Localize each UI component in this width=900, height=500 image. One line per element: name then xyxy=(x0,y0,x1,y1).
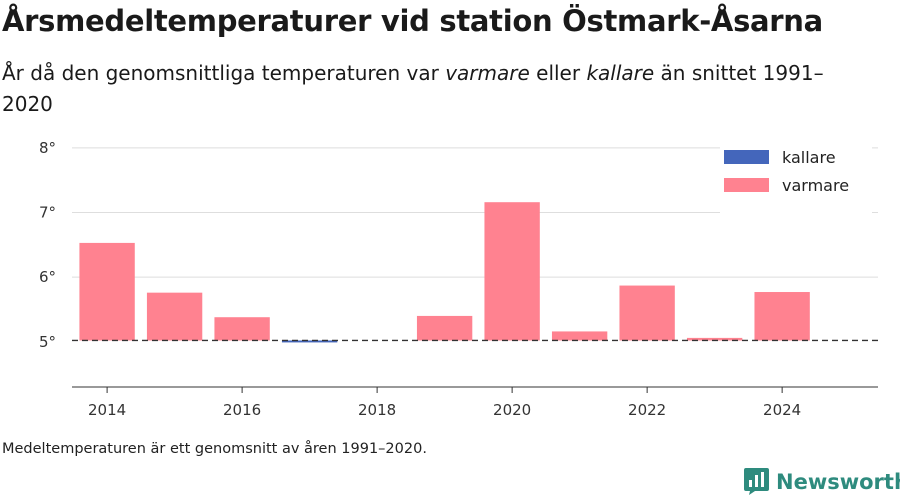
temperature-bar-chart: 5° 6° 7° 8° 2014 2016 2018 2020 2022 2024 kallare v… xyxy=(39,139,878,419)
bar-2023 xyxy=(686,337,743,341)
bar-2014 xyxy=(79,242,135,341)
x-tick-label: 2018 xyxy=(358,401,396,419)
bar-2021 xyxy=(551,331,608,341)
chart-subtitle: År då den genomsnittliga temperaturen va… xyxy=(2,58,862,120)
bar-2017 xyxy=(281,340,338,343)
x-tick-label: 2014 xyxy=(88,401,126,419)
legend-label-varmare: varmare xyxy=(782,176,849,195)
newsworthy-logo-icon xyxy=(744,468,769,495)
legend-swatch-kallare xyxy=(724,150,769,164)
bar-2019 xyxy=(416,315,473,341)
legend-swatch-varmare xyxy=(724,178,769,192)
footnote: Medeltemperaturen är ett genomsnitt av å… xyxy=(2,441,427,457)
subtitle-part-2: eller xyxy=(529,61,587,85)
y-tick-label: 6° xyxy=(39,268,56,286)
x-tick-label: 2020 xyxy=(493,401,531,419)
bar-2016 xyxy=(214,317,270,341)
y-tick-label: 8° xyxy=(39,139,56,157)
y-tick-label: 5° xyxy=(39,333,56,351)
bar-2022 xyxy=(619,285,675,341)
brand-name: Newsworthy xyxy=(776,469,900,494)
brand: Newsworthy xyxy=(744,468,900,495)
subtitle-cold-word: kallare xyxy=(586,61,655,85)
x-tick-label: 2016 xyxy=(223,401,261,419)
subtitle-warm-word: varmare xyxy=(445,61,530,85)
legend-label-kallare: kallare xyxy=(782,148,836,167)
x-tick-label: 2022 xyxy=(628,401,666,419)
bar-2020 xyxy=(484,202,540,341)
subtitle-part-3: än snittet 1991–2020 xyxy=(2,61,824,116)
y-tick-label: 7° xyxy=(39,204,56,222)
subtitle-part-1: År då den genomsnittliga temperaturen va… xyxy=(2,61,446,85)
chart-title: Årsmedeltemperaturer vid station Östmark… xyxy=(2,4,823,38)
x-tick-label: 2024 xyxy=(763,401,801,419)
bar-2015 xyxy=(146,292,203,341)
bar-2024 xyxy=(754,292,810,341)
